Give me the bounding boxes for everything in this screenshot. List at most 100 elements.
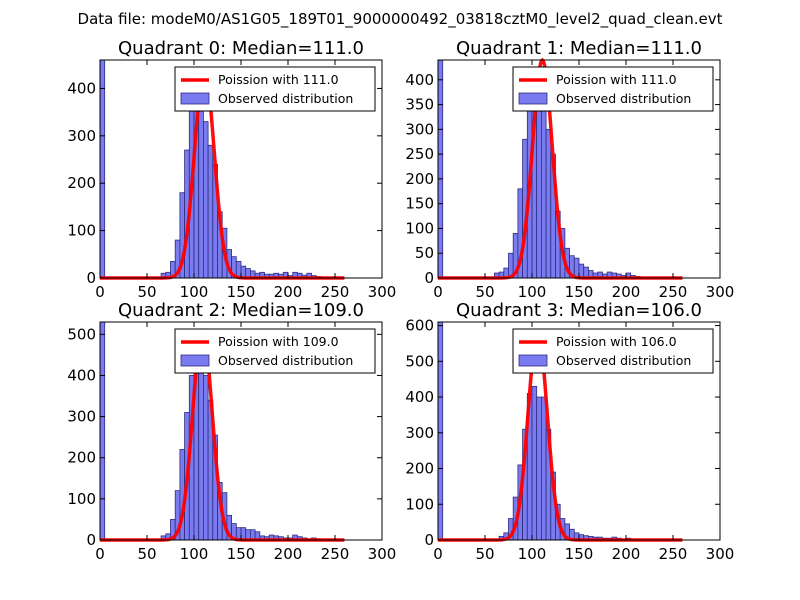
x-tick-label: 50 xyxy=(475,283,494,301)
x-tick-label: 50 xyxy=(137,283,156,301)
legend-label-poisson: Poission with 111.0 xyxy=(556,72,677,87)
panel-title: Quadrant 0: Median=111.0 xyxy=(118,38,364,59)
y-tick-label: 400 xyxy=(67,79,96,97)
x-tick-label: 150 xyxy=(227,283,256,301)
x-tick-label: 100 xyxy=(518,283,547,301)
legend-bar-swatch xyxy=(180,354,210,367)
y-tick-label: 200 xyxy=(67,449,96,467)
histogram-bar xyxy=(100,322,106,540)
histogram-bar xyxy=(207,144,214,278)
histogram-bar xyxy=(198,83,204,278)
y-tick-label: 300 xyxy=(67,127,96,145)
legend-box xyxy=(174,66,376,112)
y-tick-label: 0 xyxy=(424,531,434,549)
legend-label-poisson: Poission with 109.0 xyxy=(218,334,339,349)
histogram-bar xyxy=(531,385,538,540)
y-tick-label: 500 xyxy=(67,325,96,343)
x-tick-label: 0 xyxy=(433,545,443,563)
histogram-bar xyxy=(578,263,585,278)
legend-label-observed: Observed distribution xyxy=(218,353,353,368)
y-tick-label: 0 xyxy=(424,269,434,287)
x-tick-label: 0 xyxy=(95,545,105,563)
y-tick-label: 250 xyxy=(405,145,434,163)
x-tick-label: 100 xyxy=(180,545,209,563)
y-tick-label: 100 xyxy=(67,490,96,508)
legend: Poission with 109.0 Observed distribution xyxy=(174,328,376,374)
y-tick-label: 350 xyxy=(405,96,434,114)
x-tick-label: 200 xyxy=(612,545,641,563)
x-tick-label: 300 xyxy=(706,283,735,301)
y-tick-label: 400 xyxy=(67,366,96,384)
histogram-bar xyxy=(536,396,542,540)
x-tick-label: 0 xyxy=(95,283,105,301)
panel-title: Quadrant 1: Median=111.0 xyxy=(456,38,702,59)
y-tick-label: 0 xyxy=(86,531,96,549)
legend-bar-swatch xyxy=(518,354,548,367)
y-tick-label: 200 xyxy=(405,460,434,478)
y-tick-label: 300 xyxy=(405,120,434,138)
histogram-bar xyxy=(202,375,209,540)
histogram-bar xyxy=(541,396,547,540)
quadrant-1-panel: 0 50 100 150 200 250 300 0 50 100 150 200 250 300 350 4… xyxy=(405,38,734,301)
x-tick-label: 300 xyxy=(368,545,397,563)
y-tick-label: 200 xyxy=(67,174,96,192)
x-tick-label: 250 xyxy=(659,283,688,301)
histogram-bar xyxy=(438,60,444,278)
panel-title: Quadrant 2: Median=109.0 xyxy=(118,300,364,321)
histogram-bar xyxy=(573,257,580,278)
y-tick-label: 100 xyxy=(67,222,96,240)
legend-bar-swatch xyxy=(180,92,210,105)
histogram-bar xyxy=(545,128,552,278)
x-tick-label: 100 xyxy=(180,283,209,301)
legend: Poission with 111.0 Observed distribution xyxy=(512,66,714,112)
y-tick-label: 100 xyxy=(405,495,434,513)
x-tick-label: 150 xyxy=(227,545,256,563)
legend-label-observed: Observed distribution xyxy=(556,91,691,106)
y-tick-label: 0 xyxy=(86,269,96,287)
legend-label-observed: Observed distribution xyxy=(218,91,353,106)
histogram-bar xyxy=(541,104,547,278)
histogram-bar xyxy=(240,527,247,540)
histogram-bar xyxy=(100,60,106,278)
x-tick-label: 300 xyxy=(368,283,397,301)
y-tick-label: 400 xyxy=(405,71,434,89)
x-tick-label: 50 xyxy=(137,545,156,563)
histogram-bar xyxy=(438,322,444,540)
legend-label-poisson: Poission with 106.0 xyxy=(556,334,677,349)
y-tick-label: 300 xyxy=(405,424,434,442)
x-tick-label: 100 xyxy=(518,545,547,563)
y-tick-label: 100 xyxy=(405,219,434,237)
x-tick-label: 50 xyxy=(475,545,494,563)
y-tick-label: 50 xyxy=(415,244,434,262)
panels: 0 50 100 150 200 250 300 0 100 200 300 400 Quadrant … xyxy=(67,38,734,563)
quadrant-2-panel: 0 50 100 150 200 250 300 0 100 200 300 400 500 Quadra… xyxy=(67,300,396,563)
x-tick-label: 200 xyxy=(274,283,303,301)
legend-label-observed: Observed distribution xyxy=(556,353,691,368)
histogram-bar xyxy=(202,121,209,278)
legend: Poission with 106.0 Observed distribution xyxy=(512,328,714,374)
histogram-bar xyxy=(198,358,204,540)
legend-label-poisson: Poission with 111.0 xyxy=(218,72,339,87)
x-tick-label: 150 xyxy=(565,283,594,301)
panel-title: Quadrant 3: Median=106.0 xyxy=(456,300,702,321)
quadrant-3-panel: 0 50 100 150 200 250 300 0 100 200 300 400 500 600 Qua… xyxy=(405,300,734,563)
x-tick-label: 0 xyxy=(433,283,443,301)
x-tick-label: 250 xyxy=(659,545,688,563)
y-tick-label: 300 xyxy=(67,408,96,426)
legend: Poission with 111.0 Observed distribution xyxy=(174,66,376,112)
legend-bar-swatch xyxy=(518,92,548,105)
quadrant-0-panel: 0 50 100 150 200 250 300 0 100 200 300 400 Quadrant … xyxy=(67,38,396,301)
y-tick-label: 200 xyxy=(405,170,434,188)
y-tick-label: 150 xyxy=(405,195,434,213)
x-tick-label: 300 xyxy=(706,545,735,563)
x-tick-label: 250 xyxy=(321,283,350,301)
y-tick-label: 400 xyxy=(405,388,434,406)
x-tick-label: 250 xyxy=(321,545,350,563)
figure-title: Data file: modeM0/AS1G05_189T01_90000004… xyxy=(78,10,723,29)
x-tick-label: 200 xyxy=(612,283,641,301)
y-tick-label: 600 xyxy=(405,317,434,335)
x-tick-label: 200 xyxy=(274,545,303,563)
y-tick-label: 500 xyxy=(405,352,434,370)
x-tick-label: 150 xyxy=(565,545,594,563)
